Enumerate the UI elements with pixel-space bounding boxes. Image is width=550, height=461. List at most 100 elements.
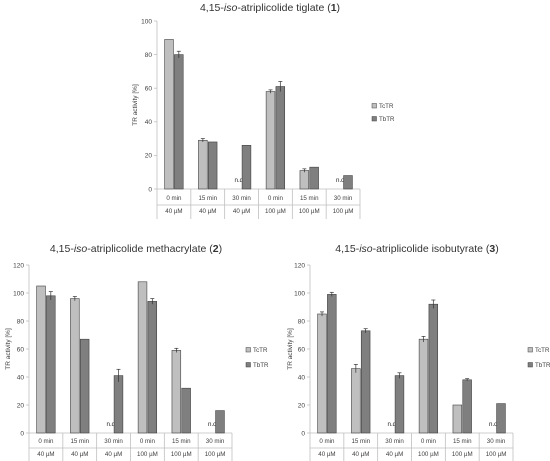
x-tick-label-time: 30 min: [487, 438, 506, 445]
x-tick-label-time: 0 min: [38, 438, 54, 445]
bar-tctr-2: [70, 298, 80, 434]
y-axis-label: TR activity [%]: [5, 328, 12, 370]
x-tick-label-time: 0 min: [268, 195, 284, 202]
bar-tbtr-3: [113, 375, 124, 434]
x-tick-label-conc: 40 µM: [199, 208, 216, 215]
bar-tbtr-2: [79, 338, 90, 434]
nd-label: n.d.: [388, 421, 399, 428]
x-tick-label-time: 0 min: [140, 438, 156, 445]
bar-tbtr-3: [394, 375, 405, 434]
chart-panel-1: 4,15-iso-atriplicolide tiglate (1) 0 20 40 6…: [132, 2, 395, 219]
legend-swatch-tbtr: [245, 362, 251, 368]
x-tick-label-time: 15 min: [453, 438, 472, 445]
x-tick-label-conc: 100 µM: [205, 451, 226, 458]
y-tick-label: 40: [17, 374, 25, 381]
bar-tbtr-1: [327, 294, 337, 434]
x-tick-label-conc: 100 µM: [137, 451, 158, 458]
nd-label: n.d.: [489, 421, 500, 428]
y-tick-label: 40: [145, 119, 153, 126]
bar-tctr-1: [317, 313, 327, 434]
bar-tctr-1: [36, 285, 46, 434]
nd-label: n.d.: [208, 421, 219, 428]
y-tick-label: 80: [298, 318, 306, 325]
x-tick-label-time: 15 min: [300, 195, 319, 202]
bar-tbtr-6: [343, 175, 353, 190]
legend-label-tctr: TcTR: [535, 347, 550, 354]
chart-panel-3: 4,15-iso-atriplicolide isobutyrate (3) 0 2…: [287, 243, 550, 461]
bar-tbtr-4: [147, 301, 158, 434]
x-tick-label-conc: 40 µM: [71, 451, 88, 458]
bar-tctr-4: [418, 338, 429, 434]
x-tick-label-conc: 100 µM: [333, 208, 354, 215]
bar-tbtr-3: [241, 145, 252, 190]
x-tick-label-time: 15 min: [70, 438, 89, 445]
x-tick-label-time: 30 min: [206, 438, 225, 445]
y-tick-label: 80: [145, 52, 153, 59]
x-tick-label-conc: 40 µM: [233, 208, 250, 215]
legend-label-tctr: TcTR: [379, 103, 394, 110]
x-tick-label-conc: 40 µM: [105, 451, 122, 458]
x-tick-label-conc: 40 µM: [318, 451, 335, 458]
y-axis-label: TR activity [%]: [132, 84, 139, 126]
bar-tbtr-5: [462, 379, 472, 434]
bar-tctr-4: [137, 281, 148, 434]
x-tick-label-conc: 40 µM: [165, 208, 182, 215]
y-tick-label: 60: [17, 346, 25, 353]
x-tick-label-time: 30 min: [232, 195, 251, 202]
bar-tbtr-6: [215, 410, 225, 434]
x-tick-label-time: 15 min: [172, 438, 191, 445]
x-tick-label-conc: 100 µM: [486, 451, 507, 458]
x-tick-label-time: 30 min: [334, 195, 353, 202]
y-tick-label: 0: [20, 430, 24, 437]
y-tick-label: 60: [298, 346, 306, 353]
bar-tbtr-5: [309, 166, 319, 190]
y-tick-label: 20: [298, 402, 306, 409]
y-tick-label: 0: [148, 186, 152, 193]
y-tick-label: 20: [145, 153, 153, 160]
x-tick-label-time: 15 min: [351, 438, 370, 445]
legend-swatch-tbtr: [527, 362, 533, 368]
y-tick-label: 100: [141, 18, 152, 25]
legend-swatch-tctr: [527, 347, 533, 353]
y-tick-label: 20: [17, 402, 25, 409]
x-tick-label-time: 0 min: [166, 195, 182, 202]
legend-label-tbtr: TbTR: [379, 116, 395, 123]
bar-tctr-2: [351, 368, 361, 434]
legend-swatch-tbtr: [371, 116, 377, 122]
x-tick-label-time: 30 min: [385, 438, 404, 445]
y-tick-label: 80: [17, 318, 25, 325]
x-tick-label-conc: 100 µM: [171, 451, 192, 458]
bar-tbtr-1: [46, 295, 56, 434]
x-tick-label-conc: 40 µM: [352, 451, 369, 458]
bar-tbtr-5: [181, 387, 191, 434]
bar-tctr-1: [164, 39, 174, 190]
bar-tbtr-4: [428, 303, 439, 434]
x-tick-label-time: 0 min: [421, 438, 437, 445]
x-tick-label-conc: 100 µM: [299, 208, 320, 215]
bar-tctr-5: [299, 170, 310, 190]
bar-tctr-5: [171, 350, 182, 434]
legend-label-tbtr: TbTR: [253, 362, 269, 369]
nd-label: n.d.: [336, 177, 347, 184]
bar-tctr-4: [265, 91, 276, 190]
bar-tbtr-6: [496, 403, 506, 434]
bar-tctr-5: [452, 404, 463, 434]
y-tick-label: 60: [145, 86, 153, 93]
nd-label: n.d.: [107, 421, 118, 428]
bar-tbtr-2: [360, 330, 371, 434]
chart-title: 4,15-iso-atriplicolide methacrylate (2): [50, 243, 222, 255]
y-tick-label: 120: [13, 262, 24, 269]
y-tick-label: 100: [294, 290, 305, 297]
chart-panel-2: 4,15-iso-atriplicolide methacrylate (2) 0…: [5, 243, 269, 461]
x-tick-label-conc: 100 µM: [452, 451, 473, 458]
x-tick-label-time: 30 min: [104, 438, 123, 445]
y-tick-label: 40: [298, 374, 306, 381]
x-tick-label-conc: 40 µM: [386, 451, 403, 458]
bar-tbtr-2: [207, 141, 218, 190]
chart-title: 4,15-iso-atriplicolide tiglate (1): [200, 2, 340, 14]
y-axis-label: TR activity [%]: [287, 328, 294, 370]
nd-label: n.d.: [235, 177, 246, 184]
y-tick-label: 0: [301, 430, 305, 437]
